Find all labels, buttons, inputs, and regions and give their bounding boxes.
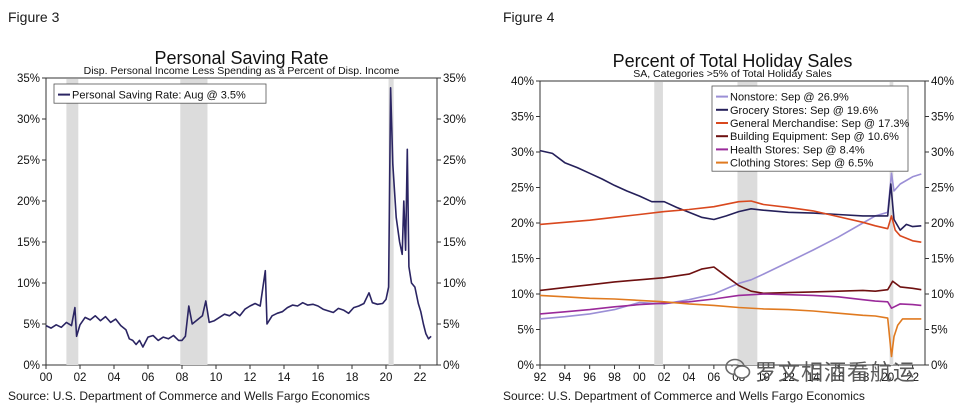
right-y-tick-label-right: 0% — [931, 360, 948, 372]
left-y-tick-label: 20% — [17, 196, 40, 208]
right-series-line-0 — [539, 172, 922, 320]
right-x-tick-label: 96 — [583, 372, 596, 384]
right-legend-label: Health Stores: Sep @ 8.4% — [730, 144, 865, 156]
right-series-line-2 — [539, 200, 922, 243]
right-series-line-3 — [539, 266, 922, 295]
right-y-tick-label-right: 25% — [931, 183, 954, 195]
right-y-tick-label-right: 40% — [931, 76, 954, 88]
right-chart-subtitle: SA, Categories >5% of Total Holiday Sale… — [633, 68, 832, 80]
left-y-tick-label: 5% — [23, 319, 40, 331]
left-y-tick-label: 15% — [17, 237, 40, 249]
right-series-line-1 — [539, 149, 922, 231]
right-y-tick-label-right: 35% — [931, 112, 954, 124]
left-recession-band — [180, 79, 208, 365]
right-y-tick-label: 40% — [511, 76, 534, 88]
left-series-line-0 — [45, 87, 432, 348]
right-y-tick-label: 30% — [511, 147, 534, 159]
right-y-tick-label-right: 15% — [931, 254, 954, 266]
right-y-tick-label: 35% — [511, 112, 534, 124]
left-x-tick-label: 18 — [346, 372, 359, 384]
right-x-tick-label: 94 — [558, 372, 571, 384]
right-y-tick-label: 25% — [511, 183, 534, 195]
left-y-tick-label: 30% — [17, 114, 40, 126]
left-y-tick-label-right: 15% — [443, 237, 466, 249]
right-legend-label: Clothing Stores: Sep @ 6.5% — [730, 158, 873, 170]
figure-3-label: Figure 3 — [8, 9, 60, 25]
right-y-tick-label: 10% — [511, 289, 534, 301]
left-x-tick-label: 00 — [40, 372, 53, 384]
left-legend-box — [53, 83, 267, 104]
figure-4-source: Source: U.S. Department of Commerce and … — [503, 389, 865, 403]
right-y-tick-label: 15% — [511, 254, 534, 266]
left-x-tick-label: 20 — [380, 372, 393, 384]
left-y-tick-label-right: 30% — [443, 114, 466, 126]
right-y-tick-label: 20% — [511, 218, 534, 230]
right-legend-label: Nonstore: Sep @ 26.9% — [730, 92, 849, 104]
left-y-tick-label-right: 25% — [443, 155, 466, 167]
right-recession-band — [889, 82, 894, 365]
wechat-icon — [725, 358, 751, 379]
right-x-tick-label: 92 — [534, 372, 547, 384]
right-x-tick-label: 98 — [608, 372, 621, 384]
right-legend-label: Grocery Stores: Sep @ 19.6% — [730, 105, 878, 117]
left-y-tick-label-right: 10% — [443, 278, 466, 290]
right-x-tick-label: 04 — [683, 372, 696, 384]
right-legend-label: Building Equipment: Sep @ 10.6% — [730, 131, 899, 143]
figure-3-source: Source: U.S. Department of Commerce and … — [8, 389, 370, 403]
left-x-tick-label: 10 — [210, 372, 223, 384]
right-y-tick-label-right: 10% — [931, 289, 954, 301]
left-x-tick-label: 08 — [176, 372, 189, 384]
left-plot-area — [45, 77, 438, 366]
right-x-tick-label: 06 — [707, 372, 720, 384]
right-y-tick-label-right: 5% — [931, 325, 948, 337]
left-recession-band — [388, 79, 394, 365]
right-y-tick-label-right: 20% — [931, 218, 954, 230]
left-y-tick-label: 0% — [23, 360, 40, 372]
right-legend-box — [711, 85, 909, 172]
left-y-tick-label-right: 35% — [443, 73, 466, 85]
left-x-tick-label: 04 — [108, 372, 121, 384]
left-y-tick-label: 35% — [17, 73, 40, 85]
watermark-text: 罗文相酒看航运 — [755, 361, 917, 386]
left-y-tick-label: 25% — [17, 155, 40, 167]
left-x-tick-label: 16 — [312, 372, 325, 384]
right-chart-title: Percent of Total Holiday Sales — [613, 51, 853, 71]
right-x-tick-label: 00 — [633, 372, 646, 384]
right-recession-band — [737, 82, 758, 365]
right-plot-area — [539, 80, 926, 366]
right-legend-label: General Merchandise: Sep @ 17.3% — [730, 118, 910, 130]
figure-4-label: Figure 4 — [503, 9, 555, 25]
left-y-tick-label: 10% — [17, 278, 40, 290]
left-chart-subtitle: Disp. Personal Income Less Spending as a… — [84, 65, 400, 77]
right-x-tick-label: 02 — [658, 372, 671, 384]
right-y-tick-label-right: 30% — [931, 147, 954, 159]
left-x-tick-label: 06 — [142, 372, 155, 384]
left-x-tick-label: 02 — [74, 372, 87, 384]
left-y-tick-label-right: 20% — [443, 196, 466, 208]
right-recession-band — [654, 82, 663, 365]
right-y-tick-label: 5% — [517, 325, 534, 337]
left-x-tick-label: 14 — [278, 372, 291, 384]
left-x-tick-label: 12 — [244, 372, 257, 384]
right-series-line-5 — [539, 294, 922, 358]
right-y-tick-label: 0% — [517, 360, 534, 372]
left-y-tick-label-right: 5% — [443, 319, 460, 331]
left-chart-title: Personal Saving Rate — [154, 48, 328, 68]
left-legend-label: Personal Saving Rate: Aug @ 3.5% — [72, 90, 246, 102]
left-recession-band — [66, 79, 79, 365]
left-y-tick-label-right: 0% — [443, 360, 460, 372]
left-x-tick-label: 22 — [414, 372, 427, 384]
right-series-line-4 — [539, 293, 922, 315]
